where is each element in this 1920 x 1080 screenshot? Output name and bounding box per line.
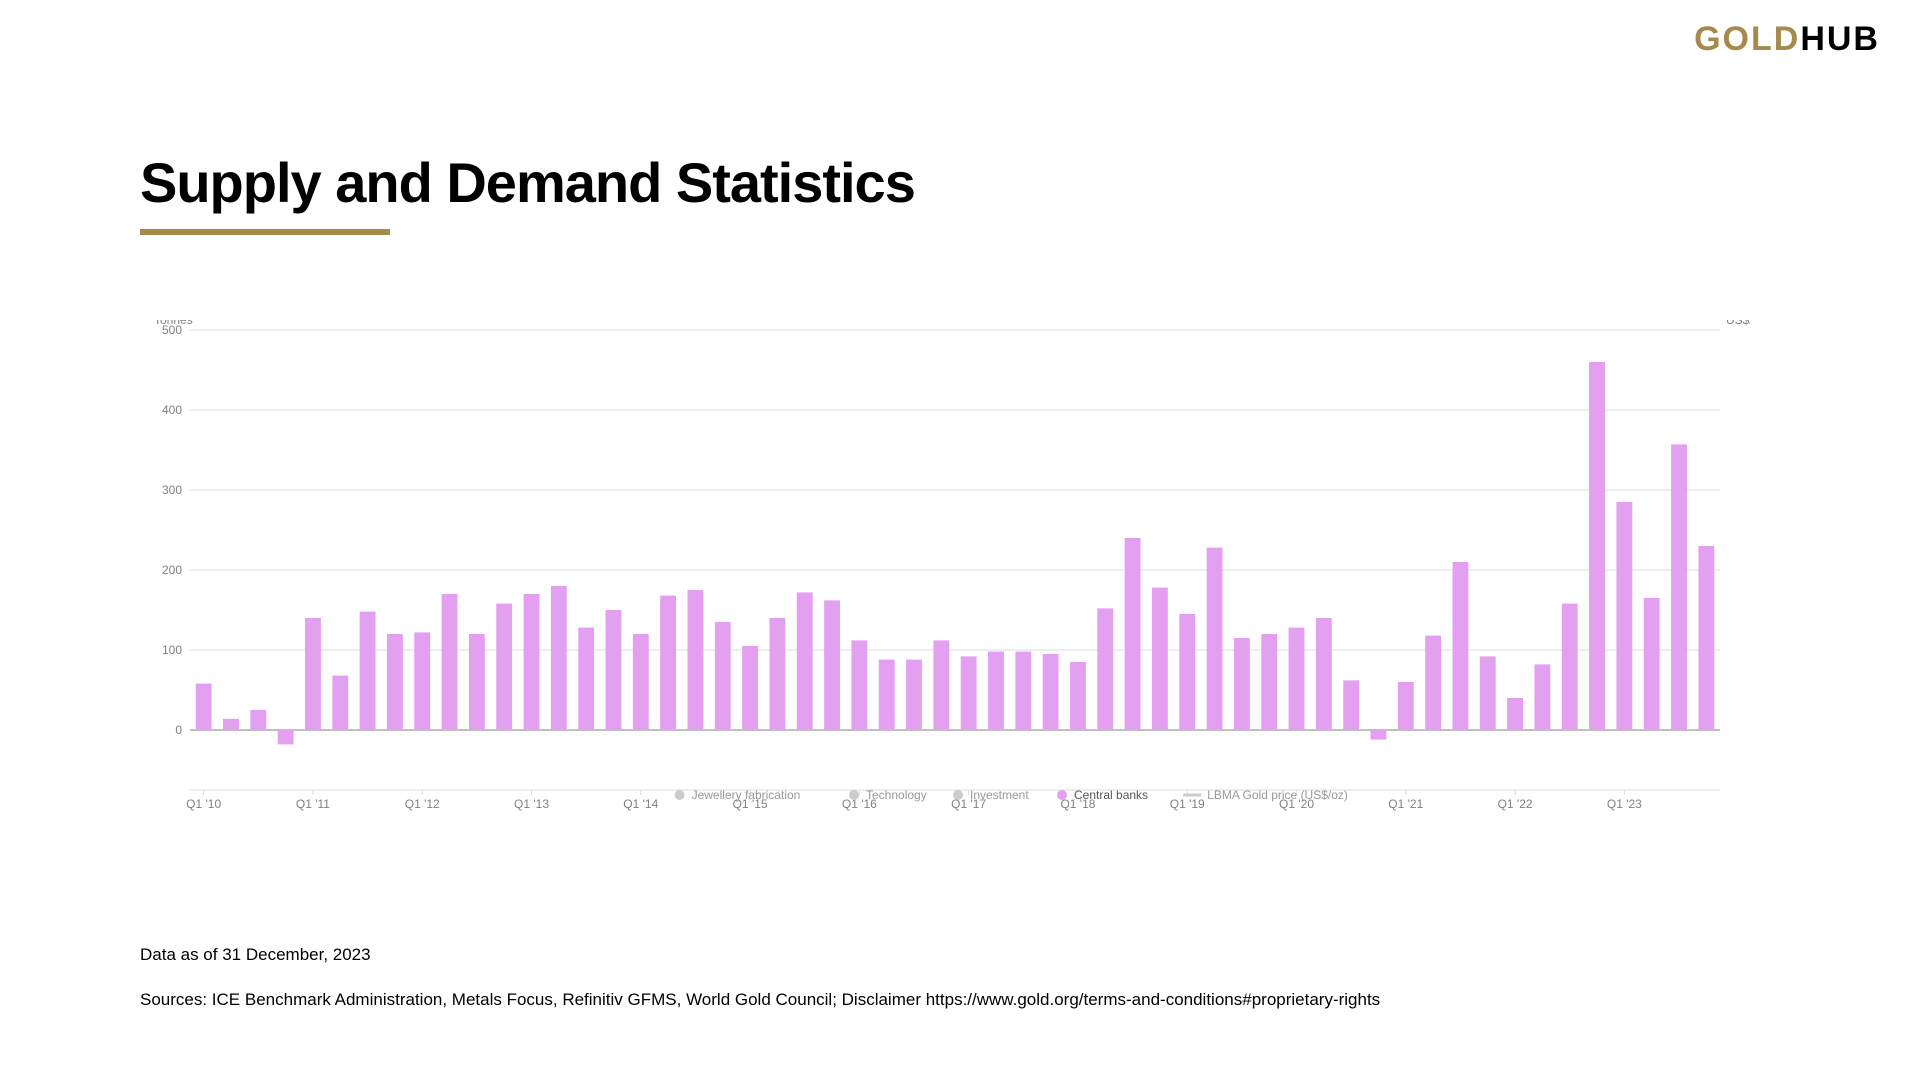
svg-text:Q1 '21: Q1 '21 (1388, 797, 1423, 811)
svg-text:Q1 '23: Q1 '23 (1607, 797, 1642, 811)
svg-text:200: 200 (162, 563, 182, 577)
data-as-of: Data as of 31 December, 2023 (140, 945, 371, 965)
svg-text:100: 100 (162, 643, 182, 657)
svg-text:Q1 '10: Q1 '10 (186, 797, 221, 811)
svg-text:Q1 '19: Q1 '19 (1170, 797, 1205, 811)
svg-text:0: 0 (175, 723, 182, 737)
svg-text:Central banks: Central banks (1074, 788, 1148, 802)
logo-gold: GOLD (1694, 20, 1800, 58)
svg-text:US$/oz: US$/oz (1726, 320, 1750, 327)
svg-text:Tonnes: Tonnes (154, 320, 193, 327)
logo-hub: HUB (1800, 20, 1880, 58)
svg-text:Technology: Technology (866, 788, 927, 802)
svg-text:Q1 '11: Q1 '11 (296, 797, 330, 811)
title-block: Supply and Demand Statistics (140, 150, 915, 235)
svg-text:Q1 '13: Q1 '13 (514, 797, 549, 811)
sources-disclaimer: Sources: ICE Benchmark Administration, M… (140, 990, 1380, 1010)
title-underline (140, 229, 390, 235)
svg-text:Q1 '22: Q1 '22 (1498, 797, 1533, 811)
svg-text:Q1 '12: Q1 '12 (405, 797, 440, 811)
bar-chart: 0100200300400500TonnesUS$/ozQ1 '10Q1 '11… (140, 320, 1750, 880)
svg-text:Investment: Investment (970, 788, 1029, 802)
svg-text:Jewellery fabrication: Jewellery fabrication (692, 788, 801, 802)
page-title: Supply and Demand Statistics (140, 150, 915, 215)
svg-text:300: 300 (162, 483, 182, 497)
svg-text:Q1 '14: Q1 '14 (623, 797, 658, 811)
svg-text:400: 400 (162, 403, 182, 417)
logo: GOLDHUB (1694, 20, 1880, 59)
svg-text:LBMA Gold price (US$/oz): LBMA Gold price (US$/oz) (1207, 788, 1348, 802)
